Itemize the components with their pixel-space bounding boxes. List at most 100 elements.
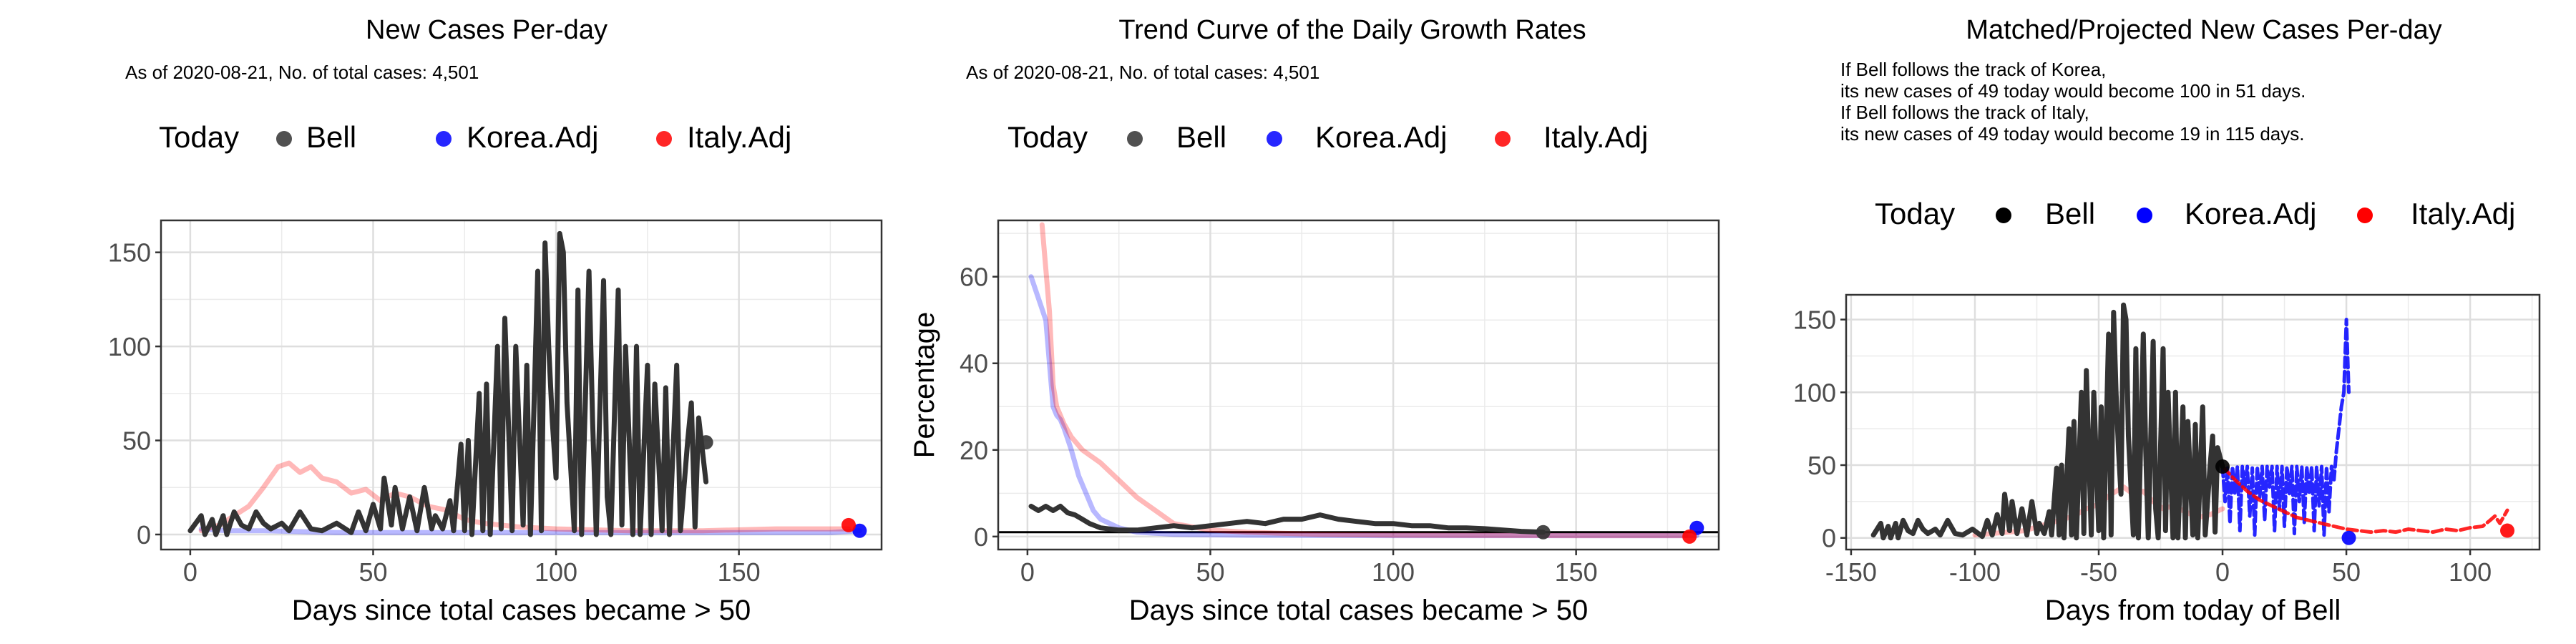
panel-background — [998, 220, 1719, 550]
x-axis: 0 50 100 150 — [183, 550, 761, 587]
chart-subtitle: its new cases of 49 today would become 1… — [1840, 123, 2304, 145]
today-point-bell — [2215, 459, 2230, 474]
legend-label: Bell — [2045, 197, 2095, 230]
x-tick-label: 0 — [183, 557, 197, 587]
chart-subtitle: If Bell follows the track of Korea, — [1840, 59, 2106, 80]
legend-label: Today — [1875, 197, 1955, 230]
legend-label: Italy.Adj — [2411, 197, 2515, 230]
legend-label: Bell — [1176, 120, 1226, 154]
x-axis: 0 50 100 150 — [1020, 550, 1598, 587]
today-point-korea-adj — [2341, 530, 2356, 545]
chart-3: Matched/Projected New Cases Per-day If Be… — [1793, 15, 2541, 626]
chart-2: Trend Curve of the Daily Growth Rates As … — [909, 15, 1720, 626]
x-tick-label: 50 — [2332, 557, 2361, 587]
chart-title: Trend Curve of the Daily Growth Rates — [1118, 15, 1586, 45]
legend-key-bell — [276, 131, 292, 147]
y-axis: 0 20 40 60 — [960, 263, 998, 552]
legend: Today Bell Korea.Adj Italy.Adj — [1008, 120, 1648, 154]
y-tick-label: 40 — [960, 349, 988, 379]
chart-subtitle: As of 2020-08-21, No. of total cases: 4,… — [125, 62, 479, 83]
chart-title: Matched/Projected New Cases Per-day — [1966, 15, 2441, 45]
series-line-korea-adj — [198, 526, 862, 535]
series-group — [187, 230, 862, 537]
plot-panel — [997, 219, 1720, 551]
series-line-bell — [1028, 504, 1546, 535]
x-tick-label: 100 — [2449, 557, 2492, 587]
legend-key-korea-adj — [1267, 131, 1282, 147]
legend-key-italy-adj — [2357, 208, 2373, 223]
legend-key-korea-adj — [2137, 208, 2152, 223]
today-point-italy-adj — [1682, 529, 1697, 544]
y-tick-label: 150 — [108, 238, 151, 268]
chart-1: New Cases Per-day As of 2020-08-21, No. o… — [108, 15, 883, 626]
series-line-bell — [1870, 302, 2225, 541]
x-tick-label: 0 — [1020, 557, 1035, 587]
legend: Today Bell Korea.Adj Italy.Adj — [1875, 197, 2515, 230]
series-group — [1028, 222, 1699, 539]
legend-label: Korea.Adj — [1315, 120, 1447, 154]
x-axis-title: Days since total cases became > 50 — [292, 595, 751, 626]
series-line-korea-adj-projected — [2220, 318, 2351, 537]
legend: Today Bell Korea.Adj Italy.Adj — [159, 120, 791, 154]
y-tick-label: 100 — [1793, 378, 1836, 407]
series-line-bell — [187, 230, 709, 537]
legend-label: Today — [1008, 120, 1088, 154]
x-tick-label: 0 — [2215, 557, 2230, 587]
y-tick-label: 0 — [974, 522, 988, 552]
x-tick-label: -50 — [2080, 557, 2117, 587]
y-axis: 0 50 100 150 — [108, 238, 161, 550]
x-tick-label: 100 — [1372, 557, 1415, 587]
chart-title: New Cases Per-day — [366, 15, 608, 45]
series-line-italy-adj — [1039, 222, 1689, 539]
x-tick-label: -100 — [1949, 557, 2001, 587]
series-line-italy-adj-projected — [2220, 464, 2509, 535]
x-tick-label: -150 — [1825, 557, 1877, 587]
x-axis-title: Days from today of Bell — [2045, 595, 2341, 626]
series-line-korea-adj — [1028, 274, 1699, 539]
x-tick-label: 50 — [358, 557, 387, 587]
panel-border — [997, 219, 1720, 551]
series-line-italy-adj — [198, 460, 852, 534]
today-point-italy-adj — [841, 517, 856, 532]
y-axis: 0 50 100 150 — [1793, 306, 1846, 553]
chart-subtitle: As of 2020-08-21, No. of total cases: 4,… — [966, 62, 1319, 83]
legend-key-italy-adj — [1495, 131, 1511, 147]
y-tick-label: 60 — [960, 263, 988, 292]
chart-subtitle: its new cases of 49 today would become 1… — [1840, 80, 2306, 102]
y-axis-title: Percentage — [909, 312, 940, 459]
x-tick-label: 150 — [718, 557, 761, 587]
y-tick-label: 50 — [1807, 451, 1836, 480]
legend-label: Today — [159, 120, 239, 154]
y-tick-label: 20 — [960, 436, 988, 465]
y-tick-label: 150 — [1793, 306, 1836, 335]
legend-key-italy-adj — [656, 131, 672, 147]
panel-border — [1845, 293, 2541, 551]
series-group — [1870, 302, 2509, 541]
y-tick-label: 50 — [122, 426, 151, 456]
y-tick-label: 0 — [137, 520, 151, 550]
legend-label: Bell — [306, 120, 356, 154]
x-tick-label: 50 — [1196, 557, 1224, 587]
legend-key-bell — [1127, 131, 1143, 147]
y-tick-label: 100 — [108, 332, 151, 361]
legend-label: Korea.Adj — [467, 120, 598, 154]
x-tick-label: 150 — [1555, 557, 1598, 587]
x-axis: -150 -100 -50 0 50 100 — [1825, 550, 2492, 587]
chart-subtitle: If Bell follows the track of Italy, — [1840, 102, 2089, 123]
legend-key-bell — [1996, 208, 2011, 223]
y-tick-label: 0 — [1822, 524, 1836, 553]
legend-label: Italy.Adj — [1543, 120, 1648, 154]
legend-label: Italy.Adj — [687, 120, 791, 154]
today-point-bell — [1536, 525, 1551, 540]
plot-panel — [1845, 293, 2541, 551]
today-point-korea-adj — [852, 523, 867, 538]
x-tick-label: 100 — [535, 557, 577, 587]
x-axis-title: Days since total cases became > 50 — [1129, 595, 1588, 626]
panel-border — [160, 219, 883, 551]
plot-panel — [160, 219, 883, 551]
legend-key-korea-adj — [436, 131, 452, 147]
legend-label: Korea.Adj — [2185, 197, 2316, 230]
today-point-italy-adj — [2500, 523, 2515, 538]
today-point-bell — [698, 435, 713, 450]
